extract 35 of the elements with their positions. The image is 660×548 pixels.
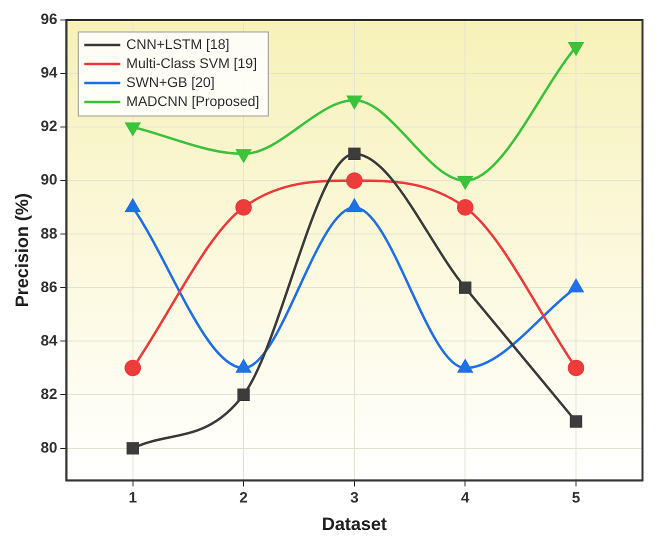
point [458, 176, 473, 189]
point [456, 199, 474, 216]
point [236, 149, 251, 162]
point [237, 388, 250, 401]
y-tick-label: 80 [40, 439, 58, 456]
point [459, 281, 472, 294]
y-tick-label: 86 [40, 278, 58, 296]
point [568, 42, 584, 56]
y-tick-label: 92 [40, 118, 58, 136]
point [570, 415, 582, 428]
y-axis-title: Precision (%) [12, 193, 32, 308]
y-tick-label: 90 [40, 172, 58, 189]
point [125, 122, 140, 136]
x-tick-label: 2 [239, 490, 248, 507]
legend-label: CNN+LSTM [18] [126, 36, 230, 52]
point [126, 442, 139, 454]
y-tick-label: 82 [40, 386, 58, 403]
y-tick-label: 96 [40, 11, 58, 28]
x-tick-label: 1 [128, 490, 137, 507]
point [348, 148, 361, 160]
point [346, 172, 363, 189]
y-tick-label: 94 [40, 64, 58, 82]
y-tick-label: 88 [40, 225, 58, 242]
point [568, 360, 584, 376]
point [124, 360, 142, 376]
legend-label: SWN+GB [20] [126, 74, 215, 90]
x-tick-label: 4 [461, 490, 470, 507]
legend-label: Multi-Class SVM [19] [126, 54, 257, 71]
x-tick-label: 3 [350, 490, 359, 507]
point [235, 199, 252, 216]
x-tick-label: 5 [572, 490, 580, 507]
legend-label: MADCNN [Proposed] [126, 92, 260, 109]
x-axis-title: Dataset [322, 514, 387, 534]
y-tick-label: 84 [40, 332, 58, 350]
point [347, 96, 362, 109]
